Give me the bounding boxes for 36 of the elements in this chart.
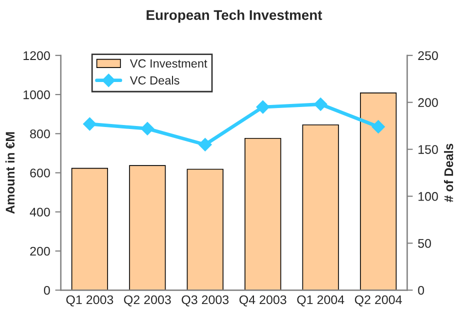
y2-tick-label: 100 [418, 192, 438, 201]
x-tick-label: Q3 2003 [182, 295, 229, 306]
y2-axis-title: # of Deals [444, 144, 454, 202]
point [256, 100, 270, 114]
y2-tick-label: 0 [418, 286, 424, 295]
y2-tick-label: 50 [418, 238, 431, 248]
bar [186, 168, 224, 290]
y-tick-label: 600 [30, 168, 50, 178]
point [83, 117, 96, 131]
x-tick-label: Q4 2003 [239, 295, 286, 306]
y-tick-label: 0 [44, 286, 50, 295]
x-tick-label: Q1 2004 [297, 295, 344, 306]
y-tick-label: 800 [30, 129, 50, 138]
bar [302, 124, 339, 290]
point [198, 138, 212, 152]
point [314, 98, 328, 111]
y-tick-label: 400 [30, 208, 50, 217]
y-tick-label: 200 [30, 246, 50, 256]
bar [71, 168, 108, 290]
legend-label: VC Investment [130, 59, 208, 68]
point [372, 120, 385, 134]
y2-tick-label: 250 [418, 51, 438, 60]
x-tick-label: Q1 2003 [66, 295, 114, 306]
y-tick-label: 1200 [24, 51, 50, 60]
chart-title: European Tech Investment [146, 10, 322, 23]
bar [360, 92, 397, 290]
bar [129, 165, 166, 290]
bar [244, 138, 282, 290]
point [140, 122, 154, 136]
y-axis-title: Amount in €M [5, 132, 15, 214]
x-tick-label: Q2 2004 [354, 295, 402, 306]
y-tick-label: 1000 [24, 90, 50, 100]
y2-tick-label: 200 [418, 98, 438, 108]
legend-label: VC Deals [130, 76, 180, 85]
y2-tick-label: 150 [418, 145, 438, 154]
x-tick-label: Q2 2003 [124, 295, 171, 306]
